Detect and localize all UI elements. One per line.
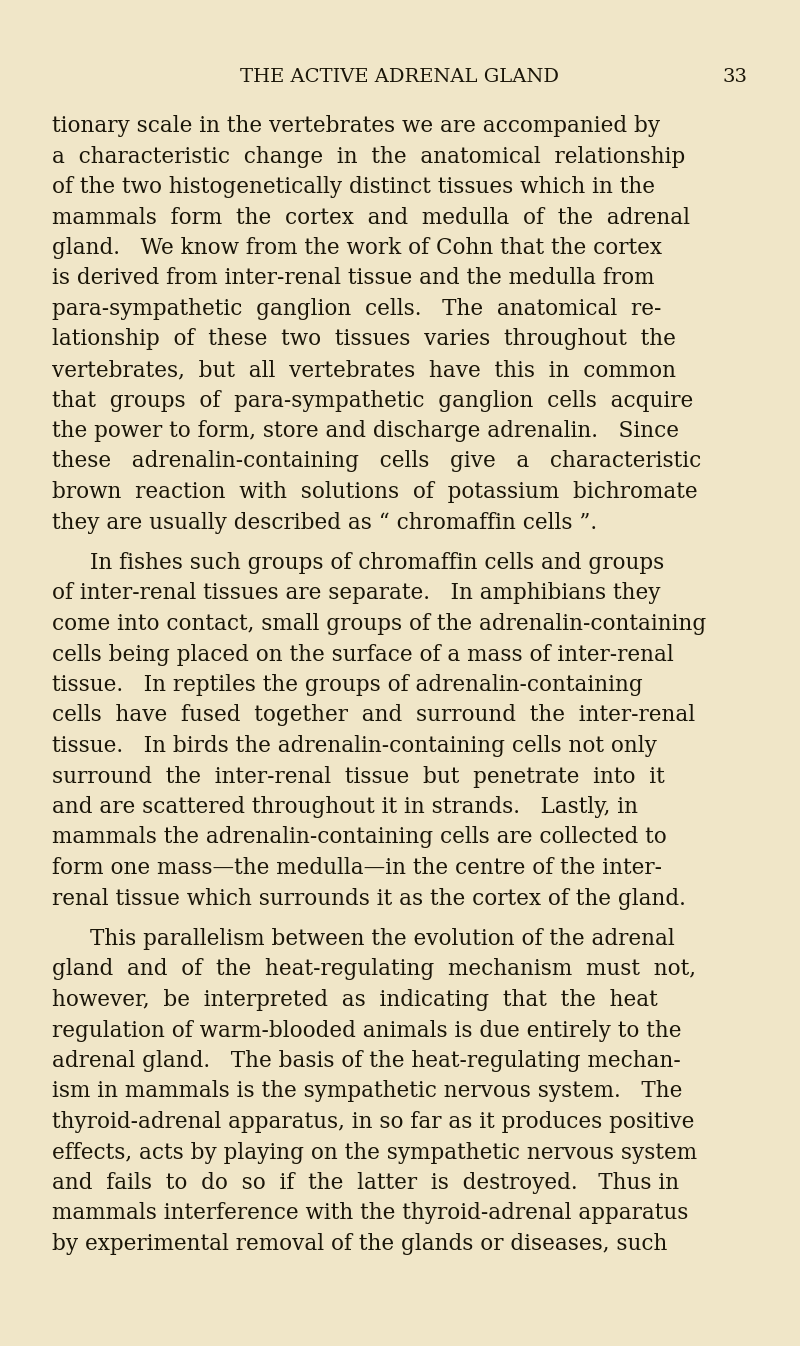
Text: brown  reaction  with  solutions  of  potassium  bichromate: brown reaction with solutions of potassi… <box>52 481 698 503</box>
Text: vertebrates,  but  all  vertebrates  have  this  in  common: vertebrates, but all vertebrates have th… <box>52 359 676 381</box>
Text: mammals the adrenalin-containing cells are collected to: mammals the adrenalin-containing cells a… <box>52 826 666 848</box>
Text: and are scattered throughout it in strands.   Lastly, in: and are scattered throughout it in stran… <box>52 795 638 818</box>
Text: cells  have  fused  together  and  surround  the  inter-renal: cells have fused together and surround t… <box>52 704 695 727</box>
Text: mammals  form  the  cortex  and  medulla  of  the  adrenal: mammals form the cortex and medulla of t… <box>52 206 690 229</box>
Text: effects, acts by playing on the sympathetic nervous system: effects, acts by playing on the sympathe… <box>52 1141 697 1163</box>
Text: surround  the  inter-renal  tissue  but  penetrate  into  it: surround the inter-renal tissue but pene… <box>52 766 665 787</box>
Text: a  characteristic  change  in  the  anatomical  relationship: a characteristic change in the anatomica… <box>52 145 686 167</box>
Text: gland  and  of  the  heat-regulating  mechanism  must  not,: gland and of the heat-regulating mechani… <box>52 958 696 980</box>
Text: cells being placed on the surface of a mass of inter-renal: cells being placed on the surface of a m… <box>52 643 674 665</box>
Text: regulation of warm-blooded animals is due entirely to the: regulation of warm-blooded animals is du… <box>52 1019 682 1042</box>
Text: In fishes such groups of chromaffin cells and groups: In fishes such groups of chromaffin cell… <box>90 552 664 573</box>
Text: tionary scale in the vertebrates we are accompanied by: tionary scale in the vertebrates we are … <box>52 114 660 137</box>
Text: that  groups  of  para-sympathetic  ganglion  cells  acquire: that groups of para-sympathetic ganglion… <box>52 389 694 412</box>
Text: 33: 33 <box>723 69 748 86</box>
Text: form one mass—the medulla—in the centre of the inter-: form one mass—the medulla—in the centre … <box>52 857 662 879</box>
Text: by experimental removal of the glands or diseases, such: by experimental removal of the glands or… <box>52 1233 667 1254</box>
Text: tissue.   In birds the adrenalin-containing cells not only: tissue. In birds the adrenalin-containin… <box>52 735 657 756</box>
Text: gland.   We know from the work of Cohn that the cortex: gland. We know from the work of Cohn tha… <box>52 237 662 258</box>
Text: they are usually described as “ chromaffin cells ”.: they are usually described as “ chromaff… <box>52 511 597 533</box>
Text: however,  be  interpreted  as  indicating  that  the  heat: however, be interpreted as indicating th… <box>52 989 658 1011</box>
Text: thyroid-adrenal apparatus, in so far as it produces positive: thyroid-adrenal apparatus, in so far as … <box>52 1110 694 1133</box>
Text: tissue.   In reptiles the groups of adrenalin-containing: tissue. In reptiles the groups of adrena… <box>52 674 642 696</box>
Text: is derived from inter-renal tissue and the medulla from: is derived from inter-renal tissue and t… <box>52 268 654 289</box>
Text: para-sympathetic  ganglion  cells.   The  anatomical  re-: para-sympathetic ganglion cells. The ana… <box>52 297 662 320</box>
Text: lationship  of  these  two  tissues  varies  throughout  the: lationship of these two tissues varies t… <box>52 328 676 350</box>
Text: these   adrenalin-containing   cells   give   a   characteristic: these adrenalin-containing cells give a … <box>52 451 702 472</box>
Text: This parallelism between the evolution of the adrenal: This parallelism between the evolution o… <box>90 927 674 950</box>
Text: THE ACTIVE ADRENAL GLAND: THE ACTIVE ADRENAL GLAND <box>241 69 559 86</box>
Text: come into contact, small groups of the adrenalin-containing: come into contact, small groups of the a… <box>52 612 706 635</box>
Text: of inter-renal tissues are separate.   In amphibians they: of inter-renal tissues are separate. In … <box>52 583 661 604</box>
Text: and  fails  to  do  so  if  the  latter  is  destroyed.   Thus in: and fails to do so if the latter is dest… <box>52 1172 679 1194</box>
Text: adrenal gland.   The basis of the heat-regulating mechan-: adrenal gland. The basis of the heat-reg… <box>52 1050 681 1071</box>
Text: mammals interference with the thyroid-adrenal apparatus: mammals interference with the thyroid-ad… <box>52 1202 688 1225</box>
Text: of the two histogenetically distinct tissues which in the: of the two histogenetically distinct tis… <box>52 176 655 198</box>
Text: renal tissue which surrounds it as the cortex of the gland.: renal tissue which surrounds it as the c… <box>52 887 686 910</box>
Text: ism in mammals is the sympathetic nervous system.   The: ism in mammals is the sympathetic nervou… <box>52 1081 682 1102</box>
Text: the power to form, store and discharge adrenalin.   Since: the power to form, store and discharge a… <box>52 420 679 441</box>
